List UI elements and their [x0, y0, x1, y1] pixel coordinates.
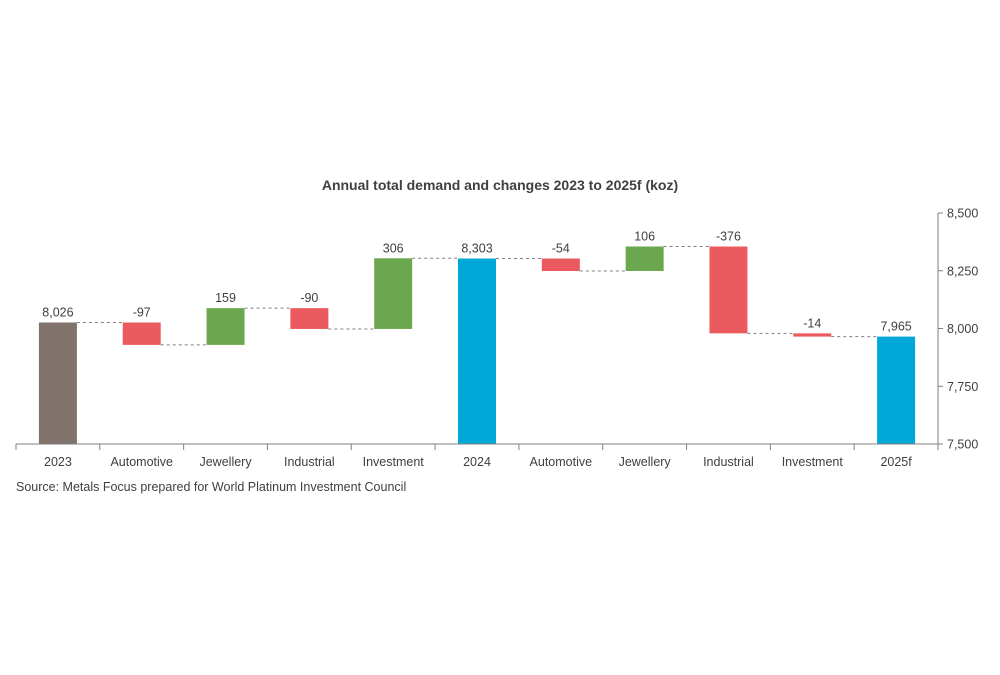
y-tick-label: 7,500	[947, 438, 978, 452]
bar-2023-0	[38, 322, 77, 444]
bar-investment-4	[374, 258, 413, 329]
x-tick-label: Jewellery	[199, 455, 252, 469]
data-label: 106	[634, 229, 655, 243]
bar-automotive-1	[122, 322, 161, 345]
bar-automotive-6	[541, 258, 580, 271]
data-label: -376	[716, 229, 741, 243]
y-tick-label: 8,000	[947, 322, 978, 336]
x-tick-label: Automotive	[110, 455, 173, 469]
x-tick-label: 2025f	[880, 455, 912, 469]
x-tick-label: Investment	[782, 455, 844, 469]
data-label: 8,026	[42, 305, 73, 319]
y-tick-label: 8,250	[947, 264, 978, 278]
chart-title: Annual total demand and changes 2023 to …	[321, 177, 679, 193]
y-tick-label: 7,750	[947, 380, 978, 394]
x-tick-label: Investment	[363, 455, 425, 469]
data-label: 306	[383, 241, 404, 255]
data-label: -97	[133, 305, 151, 319]
x-tick-label: Jewellery	[619, 455, 672, 469]
bar-2024-5	[458, 258, 496, 444]
data-label: -54	[552, 242, 570, 256]
bar-jewellery-7	[625, 246, 664, 271]
x-tick-label: 2024	[463, 455, 491, 469]
x-tick-label: Industrial	[284, 455, 335, 469]
x-tick-label: Industrial	[703, 455, 754, 469]
data-label: -14	[803, 316, 821, 330]
data-label: -90	[300, 291, 318, 305]
bar-investment-9	[793, 333, 832, 337]
x-tick-label: Automotive	[530, 455, 593, 469]
chart-source: Source: Metals Focus prepared for World …	[16, 480, 407, 494]
data-label: 159	[215, 291, 236, 305]
data-label: 7,965	[880, 320, 911, 334]
data-label: 8,303	[461, 242, 492, 256]
bar-jewellery-2	[206, 308, 245, 345]
bar-industrial-3	[290, 308, 329, 329]
x-tick-label: 2023	[44, 455, 72, 469]
y-tick-label: 8,500	[947, 207, 978, 221]
bar-industrial-8	[709, 246, 748, 334]
bar-2025f-10	[877, 336, 916, 444]
